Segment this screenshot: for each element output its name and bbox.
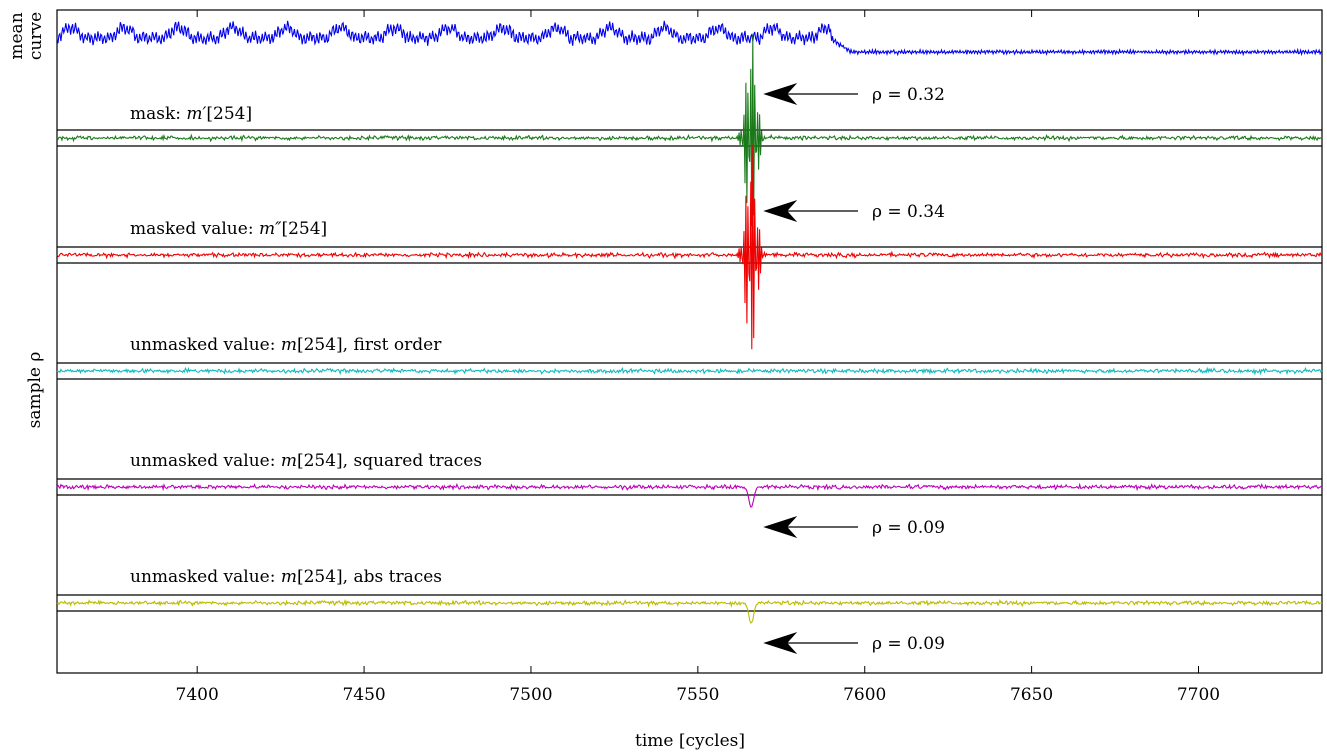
x-tick-label: 7650	[1010, 685, 1053, 705]
series-4: unmasked value: m[254], squared traces	[56, 451, 1323, 508]
annotation-arrow-head	[763, 200, 798, 222]
series-bands: mask: m′[254] masked value: m″[254] unmask…	[56, 20, 1323, 624]
annotation-label: ρ = 0.34	[872, 202, 945, 222]
correlation-line	[56, 482, 1323, 508]
series-label: masked value: m″[254]	[130, 219, 327, 239]
x-tick-label: 7500	[509, 685, 552, 705]
x-axis-label: time [cycles]	[635, 731, 745, 751]
annotation-label: ρ = 0.09	[872, 634, 945, 654]
series-5: unmasked value: m[254], abs traces	[56, 567, 1323, 624]
correlation-line	[56, 34, 1323, 227]
series-label: mask: m′[254]	[130, 104, 252, 124]
series-3: unmasked value: m[254], first order	[56, 335, 1323, 380]
mean-curve-line	[56, 20, 1323, 57]
annotations: ρ = 0.32 ρ = 0.34 ρ = 0.09 ρ = 0.09	[763, 83, 945, 654]
series-1: mask: m′[254]	[56, 34, 1323, 227]
annotation-arrow-head	[763, 83, 798, 105]
plot-frame	[56, 9, 1323, 674]
correlation-line	[56, 144, 1323, 350]
correlation-line	[56, 366, 1323, 376]
y-axis-label-top-line2: curve	[26, 12, 46, 60]
series-label: unmasked value: m[254], abs traces	[130, 567, 442, 587]
annotation-arrow-head	[763, 632, 798, 654]
series-label: unmasked value: m[254], squared traces	[130, 451, 482, 471]
series-0	[56, 20, 1323, 57]
x-tick-label: 7700	[1177, 685, 1220, 705]
series-label: unmasked value: m[254], first order	[130, 335, 442, 355]
correlation-line	[56, 599, 1323, 624]
x-tick-label: 7550	[676, 685, 719, 705]
x-tick-label: 7400	[176, 685, 219, 705]
y-axis-label-top: mean curve	[7, 12, 46, 60]
y-axis-label-top-line1: mean	[7, 12, 27, 59]
x-tick-label: 7450	[342, 685, 385, 705]
x-ticks: 7400 7450 7500 7550 7600 7650 7700	[176, 10, 1220, 705]
y-axis-label: sample ρ	[25, 352, 45, 429]
annotation-label: ρ = 0.09	[872, 518, 945, 538]
annotation-label: ρ = 0.32	[872, 85, 945, 105]
x-tick-label: 7600	[843, 685, 886, 705]
series-2: masked value: m″[254]	[56, 144, 1323, 350]
annotation-arrow-head	[763, 516, 798, 538]
